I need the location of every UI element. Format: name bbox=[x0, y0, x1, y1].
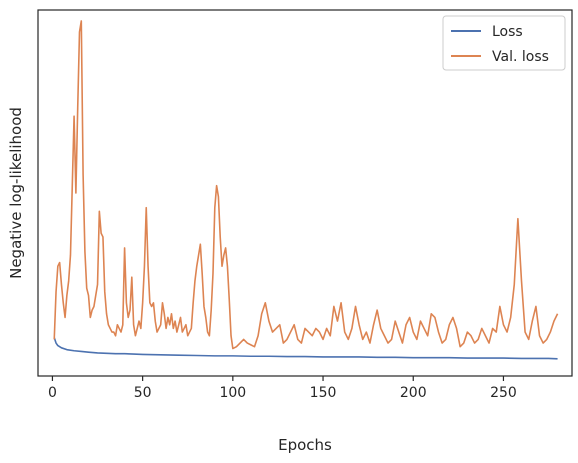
legend-label-loss: Loss bbox=[492, 24, 523, 40]
series-layer bbox=[53, 20, 559, 360]
x-tick-label: 200 bbox=[400, 385, 427, 401]
x-tick-label: 50 bbox=[134, 385, 152, 401]
plot-frame bbox=[37, 9, 573, 377]
x-tick-label: 100 bbox=[219, 385, 246, 401]
series-line-loss bbox=[53, 337, 558, 360]
x-tick-label: 150 bbox=[310, 385, 337, 401]
x-axis-title: Epochs bbox=[278, 436, 332, 454]
series-line-val-loss bbox=[53, 20, 559, 350]
x-tick-label: 250 bbox=[490, 385, 517, 401]
x-tick-label: 0 bbox=[48, 385, 57, 401]
legend: Loss Val. loss bbox=[442, 15, 566, 71]
y-axis-title: Negative log-likelihood bbox=[7, 107, 25, 279]
legend-label-val-loss: Val. loss bbox=[492, 49, 549, 65]
x-axis-ticks: 0 50 100 150 200 250 bbox=[48, 376, 517, 401]
